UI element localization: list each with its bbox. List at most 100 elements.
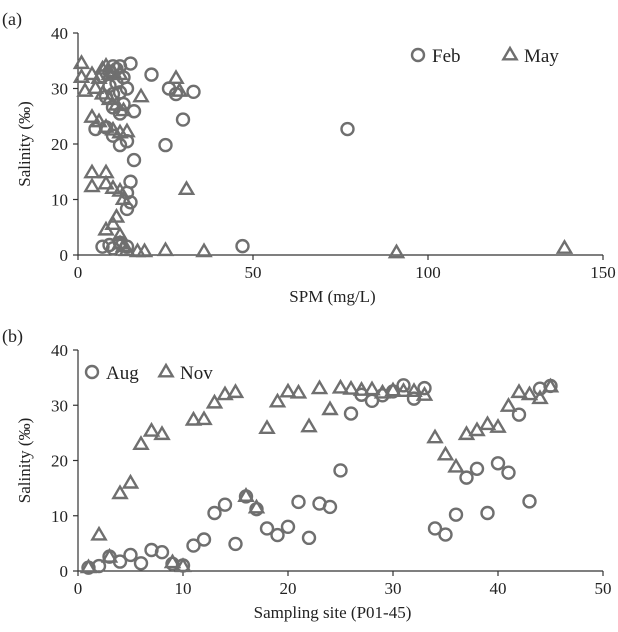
data-point-nov: [174, 557, 192, 573]
data-point-aug: [270, 527, 285, 543]
data-point-feb: [112, 137, 128, 153]
y-tick-label: 30: [51, 396, 68, 415]
data-point-nov: [531, 389, 549, 405]
y-tick-label: 40: [51, 341, 68, 360]
x-tick-label: 40: [490, 579, 507, 598]
data-point-aug: [427, 521, 443, 536]
y-axis-label: Salinity (‰): [15, 418, 34, 503]
y-tick-label: 0: [60, 246, 69, 265]
data-point-nov: [520, 385, 539, 401]
data-point-aug: [217, 497, 233, 512]
data-point-nov: [499, 396, 518, 412]
data-point-may: [83, 163, 101, 179]
data-point-feb: [235, 238, 250, 254]
legend-marker-nov: [157, 362, 175, 378]
data-point-aug: [154, 545, 170, 560]
data-point-nov: [363, 380, 381, 396]
data-point-aug: [196, 532, 212, 547]
data-point-nov: [436, 445, 455, 461]
data-point-nov: [310, 379, 329, 395]
data-point-aug: [469, 461, 485, 476]
data-point-feb: [340, 121, 355, 137]
x-tick-label: 100: [415, 263, 441, 282]
data-point-may: [83, 107, 101, 123]
data-point-aug: [228, 536, 243, 552]
data-point-may: [76, 81, 94, 97]
data-point-may: [104, 62, 122, 78]
data-point-may: [111, 181, 129, 197]
legend-marker-may: [501, 45, 519, 61]
y-tick-label: 30: [51, 80, 68, 99]
data-point-nov: [153, 425, 171, 441]
data-point-aug: [259, 521, 275, 536]
data-point-may: [83, 177, 101, 193]
panel-label: (a): [2, 9, 22, 30]
y-tick-label: 20: [51, 135, 68, 154]
data-point-aug: [459, 470, 474, 485]
data-point-may: [132, 87, 150, 103]
data-point-aug: [291, 494, 306, 510]
chart-panel-2: 0 10 20 30 40 0 10 20 30 40 50 Sampling site (P01-4…: [2, 326, 612, 622]
data-point-aug: [417, 380, 432, 396]
data-point-aug: [490, 456, 506, 471]
y-tick-label: 40: [51, 24, 68, 43]
data-point-nov: [100, 547, 119, 563]
data-point-aug: [322, 499, 338, 515]
data-point-nov: [279, 382, 297, 398]
data-point-may: [107, 207, 126, 223]
y-tick-label: 20: [51, 452, 68, 471]
data-point-nov: [373, 383, 392, 399]
data-point-nov: [405, 382, 423, 397]
data-point-may: [97, 56, 115, 72]
data-point-nov: [415, 385, 434, 401]
x-tick-label: 50: [245, 263, 262, 282]
x-tick-label: 0: [74, 263, 83, 282]
data-point-may: [104, 179, 122, 194]
data-point-nov: [205, 393, 224, 409]
data-point-may: [135, 242, 154, 258]
data-point-nov: [195, 410, 213, 426]
series-aug: [81, 378, 558, 575]
data-point-may: [100, 65, 119, 81]
data-point-nov: [331, 378, 350, 394]
legend-label-feb: Feb: [432, 46, 461, 67]
data-point-nov: [90, 525, 108, 541]
y-axis-label: Salinity (‰): [15, 101, 34, 186]
legend: Feb May: [410, 45, 559, 67]
data-point-aug: [280, 519, 296, 534]
data-point-nov: [247, 498, 266, 514]
y-tick-label: 10: [51, 507, 68, 526]
x-axis-label: Sampling site (P01-45): [254, 603, 412, 622]
data-point-may: [170, 81, 189, 97]
data-point-may: [156, 241, 175, 257]
x-tick-label: 150: [590, 263, 616, 282]
x-tick-label: 30: [385, 579, 402, 598]
data-point-feb: [105, 128, 121, 143]
data-point-feb: [186, 84, 201, 100]
data-point-may: [114, 237, 133, 253]
data-point-may: [114, 190, 133, 206]
data-point-may: [555, 238, 574, 254]
y-tick-label: 0: [60, 562, 69, 581]
x-tick-label: 20: [280, 579, 297, 598]
data-point-nov: [79, 558, 98, 574]
data-point-nov: [142, 421, 161, 437]
data-point-nov: [478, 415, 497, 431]
data-point-nov: [457, 425, 476, 441]
data-point-nov: [289, 383, 308, 399]
data-point-feb: [158, 137, 173, 153]
legend: Aug Nov: [84, 362, 213, 384]
data-point-aug: [343, 406, 359, 421]
x-tick-label: 50: [595, 579, 612, 598]
data-point-feb: [123, 56, 138, 71]
data-point-nov: [541, 377, 560, 393]
data-point-may: [97, 117, 115, 133]
series-may: [72, 54, 574, 259]
data-point-may: [107, 95, 126, 111]
data-point-aug: [522, 494, 537, 509]
data-point-may: [111, 65, 129, 81]
data-point-nov: [121, 473, 140, 489]
x-axis-label: SPM (mg/L): [289, 287, 375, 306]
data-point-nov: [352, 380, 371, 396]
legend-marker-aug: [84, 364, 100, 380]
